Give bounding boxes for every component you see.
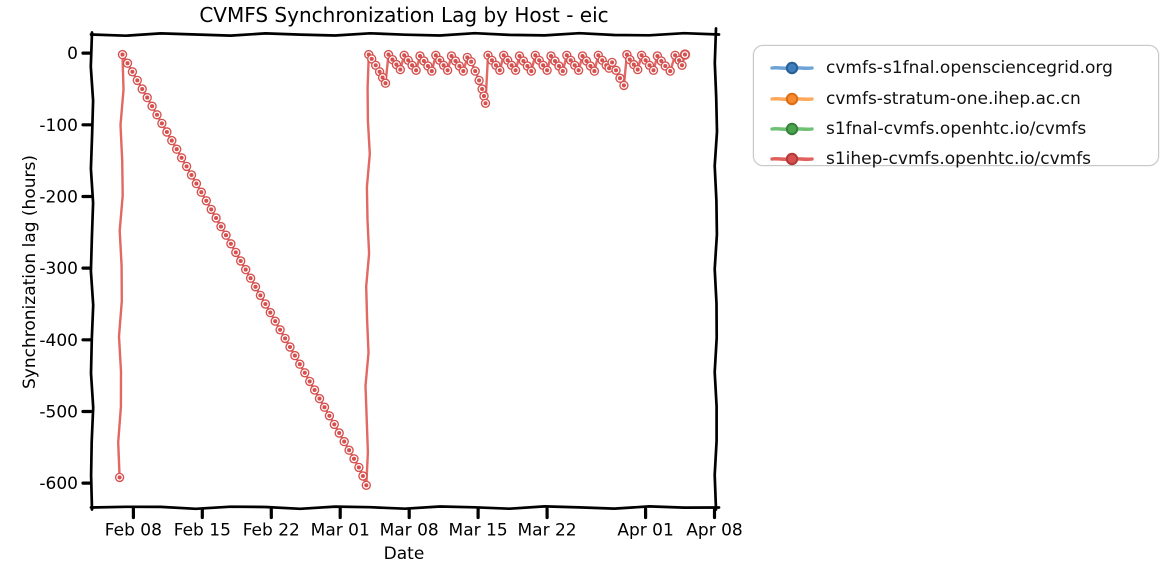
legend-label: s1ihep-cvmfs.openhtc.io/cvmfs	[826, 149, 1092, 170]
x-axis-label: Date	[383, 544, 425, 564]
legend-line-marker-icon	[770, 92, 814, 105]
y-tick-label: -100	[39, 116, 78, 136]
y-tick-label: 0	[67, 44, 78, 64]
x-tick-label: Feb 22	[243, 521, 300, 541]
legend-line-marker-icon	[770, 122, 814, 136]
series-line	[117, 53, 687, 487]
left-spine	[89, 31, 95, 511]
series-s1ihep-cvmfs.openhtc.io/cvmfs	[114, 49, 691, 490]
x-tick-label: Feb 15	[174, 521, 231, 541]
y-tick-label: -300	[39, 259, 78, 279]
legend-line-marker-icon	[770, 61, 814, 75]
y-tick-label: -400	[39, 331, 78, 351]
y-tick-label: -500	[39, 402, 78, 422]
legend-label: cvmfs-stratum-one.ihep.ac.cn	[826, 88, 1081, 109]
x-tick-label: Mar 15	[449, 521, 508, 541]
legend-line-marker-icon	[770, 153, 814, 166]
x-tick-label: Mar 22	[518, 521, 577, 541]
legend-item: cvmfs-stratum-one.ihep.ac.cn	[770, 83, 1158, 113]
legend-item: s1fnal-cvmfs.openhtc.io/cvmfs	[770, 114, 1158, 144]
legend-item: cvmfs-s1fnal.opensciencegrid.org	[770, 53, 1158, 83]
legend: cvmfs-s1fnal.opensciencegrid.org cvmfs-st…	[753, 45, 1159, 169]
top-spine	[89, 31, 721, 38]
x-tick-label: Feb 08	[105, 521, 162, 541]
x-tick-label: Mar 08	[380, 521, 439, 541]
y-tick-label: -600	[39, 474, 78, 494]
legend-item: s1ihep-cvmfs.openhtc.io/cvmfs	[770, 144, 1158, 174]
series-markers	[114, 49, 691, 490]
legend-label: cvmfs-s1fnal.opensciencegrid.org	[826, 58, 1113, 79]
chart-title: CVMFS Synchronization Lag by Host - eic	[199, 3, 609, 27]
x-tick-label: Mar 01	[311, 521, 370, 541]
y-tick-label: -200	[39, 187, 78, 207]
x-tick-label: Apr 08	[686, 521, 742, 541]
bottom-spine	[89, 505, 721, 511]
x-tick-label: Apr 01	[617, 521, 673, 541]
legend-label: s1fnal-cvmfs.openhtc.io/cvmfs	[826, 118, 1087, 139]
right-spine	[713, 27, 719, 511]
